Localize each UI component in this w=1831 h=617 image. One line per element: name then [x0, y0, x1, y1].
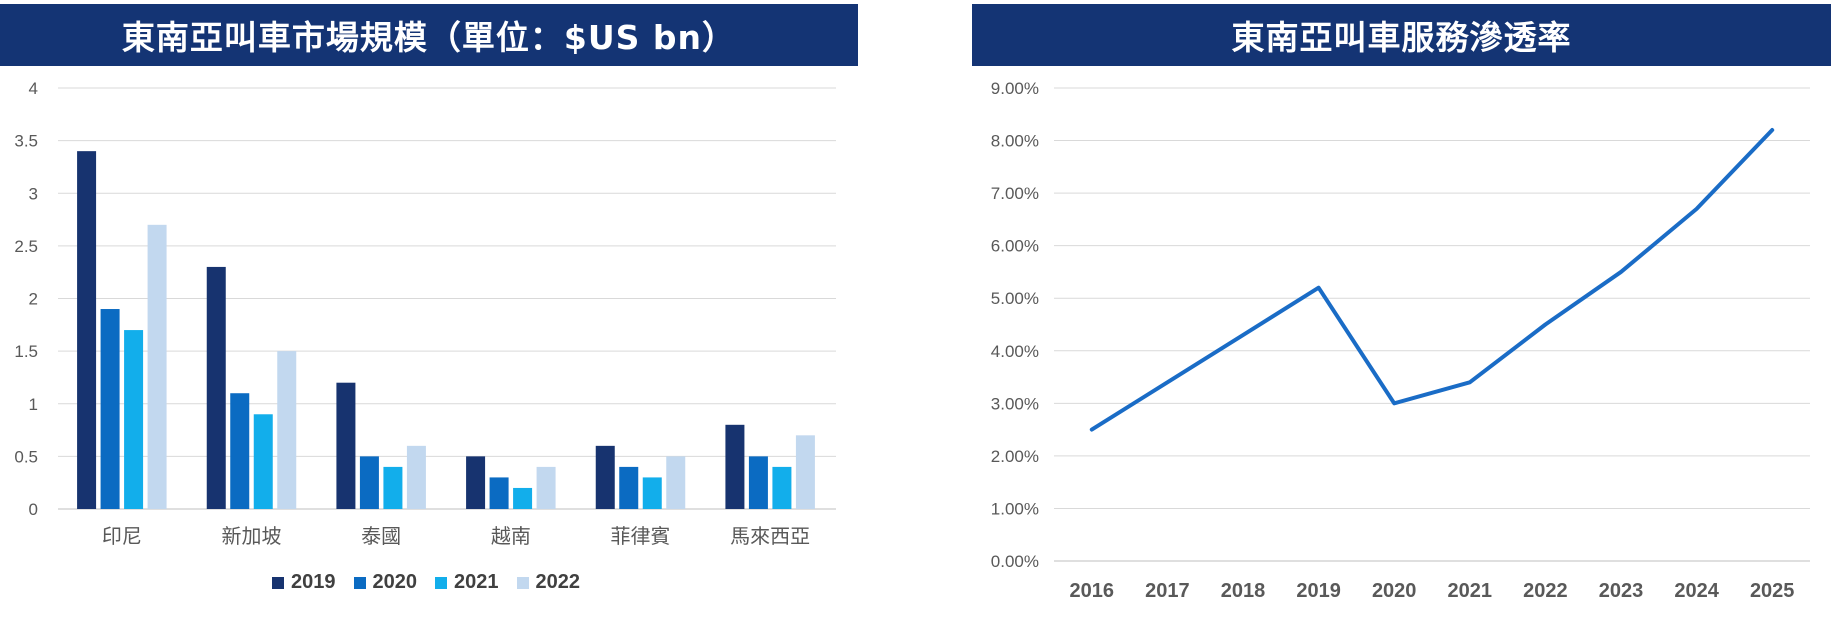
legend-swatch — [272, 576, 284, 589]
line-x-tick-label: 2022 — [1523, 580, 1568, 602]
bar-2021-4 — [642, 477, 662, 509]
bar-y-tick-label: 4 — [29, 79, 38, 98]
legend-label: 2022 — [535, 571, 581, 593]
bar-y-tick-label: 3 — [29, 184, 38, 203]
line-x-tick-label: 2025 — [1750, 580, 1795, 602]
bar-x-category-label: 印尼 — [102, 524, 142, 548]
bar-2019-2 — [336, 382, 356, 509]
line-x-tick-label: 2023 — [1599, 580, 1644, 602]
bar-2020-5 — [748, 456, 768, 509]
bar-2019-5 — [725, 424, 745, 509]
line-y-tick-label: 0.00% — [991, 552, 1039, 571]
bar-2020-0 — [100, 309, 120, 509]
line-series-0 — [1089, 128, 1775, 432]
line-y-tick-label: 3.00% — [991, 394, 1039, 413]
bar-y-tick-label: 1 — [29, 395, 38, 414]
bar-2021-1 — [253, 414, 273, 509]
legend-swatch — [516, 576, 529, 589]
line-y-tick-label: 4.00% — [991, 342, 1039, 361]
bar-x-category-label: 新加坡 — [222, 524, 282, 548]
line-y-tick-label: 5.00% — [991, 289, 1039, 308]
bar-y-tick-label: 2 — [29, 290, 38, 309]
line-x-tick-label: 2016 — [1070, 580, 1115, 602]
bar-chart-title: 東南亞叫車市場規模（單位：$US bn） — [0, 4, 858, 66]
line-chart-plot: 0.00% 1.00% 2.00% 3.00% 4.00% 5.00% 6.00% 7.00%… — [991, 79, 1810, 602]
line-y-tick-label: 1.00% — [991, 499, 1039, 518]
legend-label: 2021 — [454, 571, 499, 593]
bar-x-category-label: 越南 — [491, 524, 531, 548]
bar-2021-5 — [772, 466, 792, 509]
bar-2022-0 — [147, 224, 167, 509]
line-y-tick-label: 2.00% — [991, 447, 1039, 466]
bar-2020-4 — [619, 466, 639, 509]
bar-chart-panel: 東南亞叫車市場規模（單位：$US bn） 0 0.5 1 1.5 2 2.5 3 3.5 4 印尼… — [0, 0, 860, 617]
line-y-tick-label: 7.00% — [991, 184, 1039, 203]
legend-label: 2020 — [372, 571, 418, 593]
bar-2019-3 — [466, 456, 486, 509]
bar-chart-legend: 2019 2020 2021 2022 — [272, 571, 580, 594]
bar-2022-5 — [795, 435, 815, 509]
bar-2022-4 — [666, 456, 686, 509]
line-y-tick-label: 6.00% — [991, 237, 1039, 256]
bar-2020-2 — [359, 456, 379, 509]
bar-2022-3 — [536, 466, 556, 509]
bar-x-category-label: 菲律賓 — [611, 524, 671, 548]
legend-item-2020: 2020 — [353, 571, 418, 594]
bar-y-tick-label: 3.5 — [14, 132, 38, 151]
bar-2021-0 — [124, 330, 144, 509]
bar-y-tick-label: 1.5 — [14, 342, 38, 361]
legend-swatch — [353, 576, 366, 589]
line-x-tick-label: 2024 — [1674, 580, 1719, 602]
bar-x-category-label: 泰國 — [361, 524, 401, 548]
line-x-tick-label: 2017 — [1145, 580, 1190, 602]
line-chart-title: 東南亞叫車服務滲透率 — [972, 4, 1831, 66]
bar-2019-4 — [595, 445, 615, 509]
legend-swatch — [435, 576, 447, 589]
bar-x-category-label: 馬來西亞 — [730, 524, 810, 548]
line-chart-panel: 東南亞叫車服務滲透率 0.00% 1.00% 2.00% 3.00% 4.00% 5.00… — [972, 0, 1831, 617]
bar-2020-3 — [489, 477, 509, 509]
bar-2021-2 — [383, 466, 403, 509]
bar-2019-1 — [206, 266, 226, 509]
bar-y-tick-label: 2.5 — [14, 237, 38, 256]
legend-item-2021: 2021 — [435, 571, 499, 594]
legend-label: 2019 — [291, 571, 336, 593]
line-y-tick-label: 9.00% — [991, 79, 1039, 98]
bar-2019-0 — [77, 151, 97, 509]
line-x-tick-label: 2018 — [1221, 580, 1266, 602]
legend-item-2019: 2019 — [272, 571, 336, 594]
line-x-tick-label: 2021 — [1448, 580, 1493, 602]
bar-chart-plot: 0 0.5 1 1.5 2 2.5 3 3.5 4 印尼 新加坡 泰國 越南 菲律賓 馬來西亞 — [14, 79, 836, 548]
line-x-tick-label: 2020 — [1372, 580, 1417, 602]
bar-2022-2 — [406, 445, 426, 509]
line-y-tick-label: 8.00% — [991, 132, 1039, 151]
bar-y-tick-label: 0 — [29, 500, 38, 519]
bar-2020-1 — [230, 393, 250, 509]
line-x-tick-label: 2019 — [1296, 580, 1341, 602]
bar-2022-1 — [277, 351, 297, 509]
bar-2021-3 — [513, 487, 533, 509]
bar-y-tick-label: 0.5 — [14, 447, 38, 466]
legend-item-2022: 2022 — [516, 571, 581, 594]
